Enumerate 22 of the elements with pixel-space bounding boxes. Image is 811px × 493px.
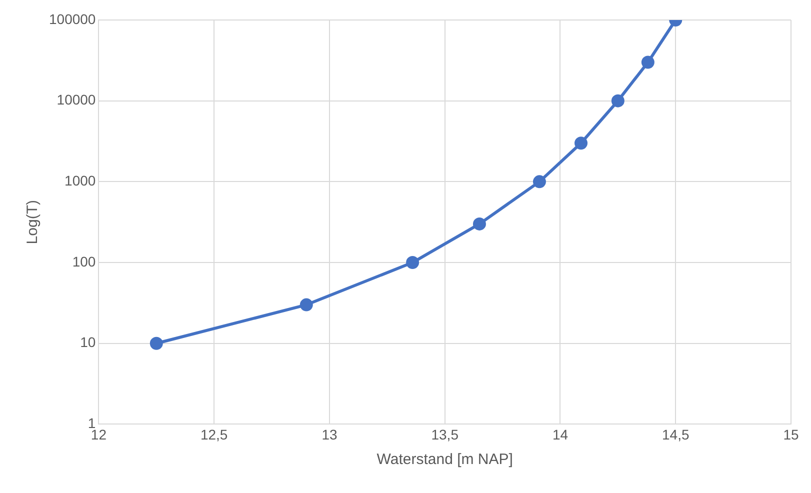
point <box>472 217 486 230</box>
x-tick-label: 13 <box>322 426 338 442</box>
point <box>150 336 163 350</box>
point <box>532 175 546 188</box>
x-tick-label: 12,5 <box>200 426 228 442</box>
y-tick-label: 100 <box>72 253 96 270</box>
point <box>406 256 420 270</box>
x-tick-label: 13,5 <box>431 426 459 442</box>
y-tick-label: 10000 <box>56 92 96 108</box>
y-tick-label: 10 <box>80 334 96 350</box>
point <box>641 56 654 69</box>
y-tick-label: 1 <box>88 415 96 432</box>
x-tick-label: 15 <box>783 426 799 442</box>
y-axis-title: Log(T) <box>24 200 42 244</box>
x-axis-title: Waterstand [m NAP] <box>376 451 513 468</box>
point <box>574 136 588 150</box>
y-tick-label: 100000 <box>49 10 96 27</box>
x-tick-label: 14,5 <box>662 426 690 442</box>
y-tick-label: 1000 <box>64 172 96 189</box>
point <box>611 94 624 108</box>
x-tick-label: 14 <box>552 426 568 442</box>
point <box>300 298 313 312</box>
